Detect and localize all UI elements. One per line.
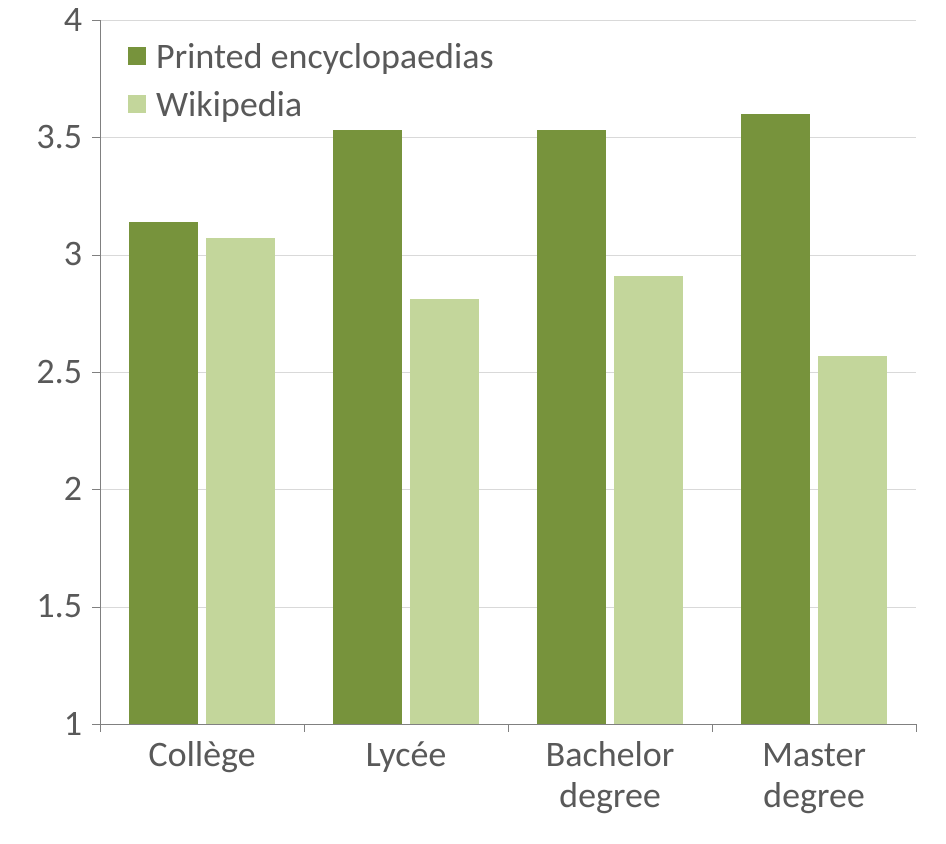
x-tick-label: Lycée: [306, 734, 506, 775]
y-tick-label: 3: [0, 231, 82, 275]
gridline: [100, 20, 916, 21]
x-tick: [100, 724, 101, 732]
y-tick-label: 2.5: [0, 349, 82, 393]
y-tick-label: 1: [0, 701, 82, 745]
bar: [333, 130, 402, 724]
y-tick: [92, 255, 100, 256]
y-tick: [92, 20, 100, 21]
legend-label: Printed encyclopaedias: [156, 34, 494, 78]
y-tick: [92, 607, 100, 608]
y-tick: [92, 137, 100, 138]
y-tick-label: 1.5: [0, 583, 82, 627]
legend-swatch: [128, 95, 146, 113]
y-tick: [92, 372, 100, 373]
y-axis-line: [100, 20, 101, 724]
x-tick: [712, 724, 713, 732]
y-tick-label: 3.5: [0, 114, 82, 158]
legend: Printed encyclopaediasWikipedia: [120, 30, 502, 130]
bar: [614, 276, 683, 724]
x-tick: [916, 724, 917, 732]
legend-swatch: [128, 47, 146, 65]
x-tick: [304, 724, 305, 732]
bar: [129, 222, 198, 724]
y-tick-label: 2: [0, 466, 82, 510]
y-tick-label: 4: [0, 0, 82, 41]
legend-item: Wikipedia: [128, 82, 494, 126]
x-tick-label: Master degree: [714, 734, 914, 817]
bar: [537, 130, 606, 724]
legend-item: Printed encyclopaedias: [128, 34, 494, 78]
x-tick: [508, 724, 509, 732]
x-tick-label: Bachelor degree: [510, 734, 710, 817]
legend-label: Wikipedia: [156, 82, 302, 126]
y-tick: [92, 724, 100, 725]
bar: [818, 356, 887, 724]
bar-chart: Printed encyclopaediasWikipedia 1 1.5 2 2.5…: [0, 0, 946, 844]
bar: [206, 238, 275, 724]
bar: [741, 114, 810, 724]
bar: [410, 299, 479, 724]
x-tick-label: Collège: [102, 734, 302, 775]
y-tick: [92, 489, 100, 490]
